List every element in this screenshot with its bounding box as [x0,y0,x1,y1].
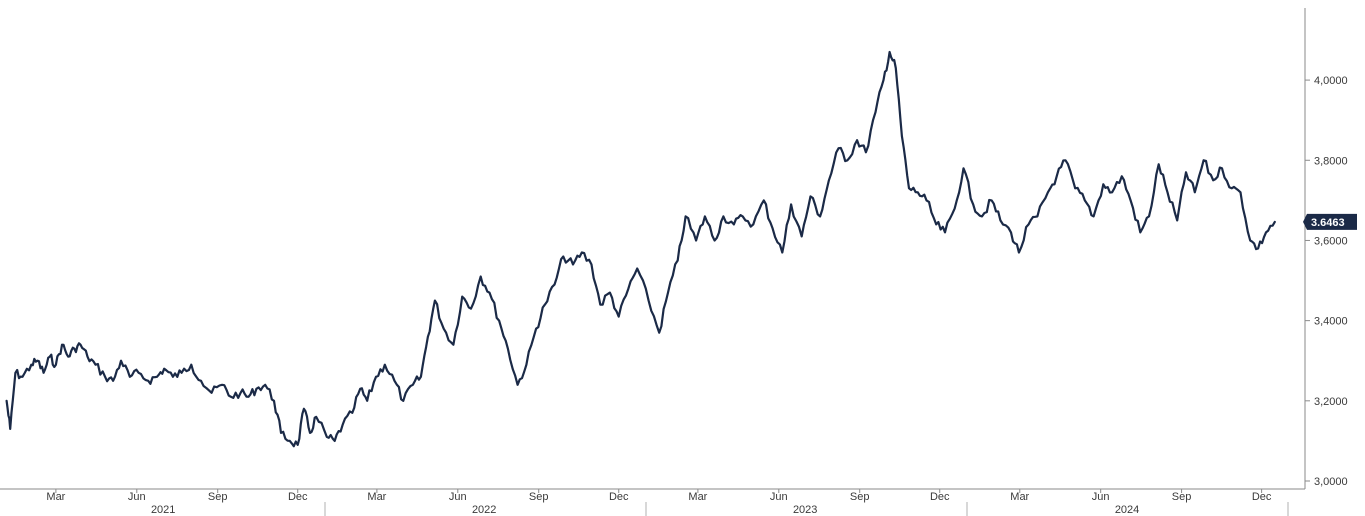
last-value-badge-bg [1303,213,1357,230]
x-tick-label: Jun [128,491,146,503]
last-value-badge: 3.6463 [1303,213,1357,230]
x-year-label: 2022 [472,504,496,516]
y-tick-label: 3,0000 [1314,476,1348,488]
x-axis-year-labels: 2021 2022 2023 2024 [151,504,1139,516]
x-year-label: 2023 [793,504,817,516]
x-tick-label: Sep [529,491,549,503]
x-tick-label: Dec [1252,491,1272,503]
x-tick-label: Mar [46,491,65,503]
y-tick-label: 3,6000 [1314,235,1348,247]
x-year-label: 2024 [1115,504,1139,516]
x-year-label: 2021 [151,504,175,516]
x-tick-label: Mar [367,491,386,503]
y-tick-label: 3,4000 [1314,316,1348,328]
x-tick-label: Dec [288,491,308,503]
last-value-label: 3.6463 [1311,217,1345,229]
y-tick-label: 3,8000 [1314,155,1348,167]
year-dividers [324,502,1289,516]
series-line [5,50,1276,448]
x-tick-label: Sep [1172,491,1192,503]
x-tick-label: Mar [688,491,707,503]
x-axis-ticks: Mar Jun Sep Dec Mar Jun Sep Dec Mar Jun Sep Dec Mar J… [46,489,1272,503]
x-tick-label: Jun [449,491,467,503]
y-tick-label: 4,0000 [1314,75,1348,87]
x-tick-label: Dec [930,491,950,503]
x-tick-label: Mar [1010,491,1029,503]
y-axis-ticks: 3,0000 3,2000 3,4000 3,6000 3,8000 4,0000 [1305,75,1348,488]
axes [0,8,1306,490]
x-tick-label: Sep [208,491,228,503]
x-tick-label: Jun [1092,491,1110,503]
x-tick-label: Sep [850,491,870,503]
y-tick-label: 3,2000 [1314,396,1348,408]
x-tick-label: Dec [609,491,629,503]
x-tick-label: Jun [770,491,788,503]
